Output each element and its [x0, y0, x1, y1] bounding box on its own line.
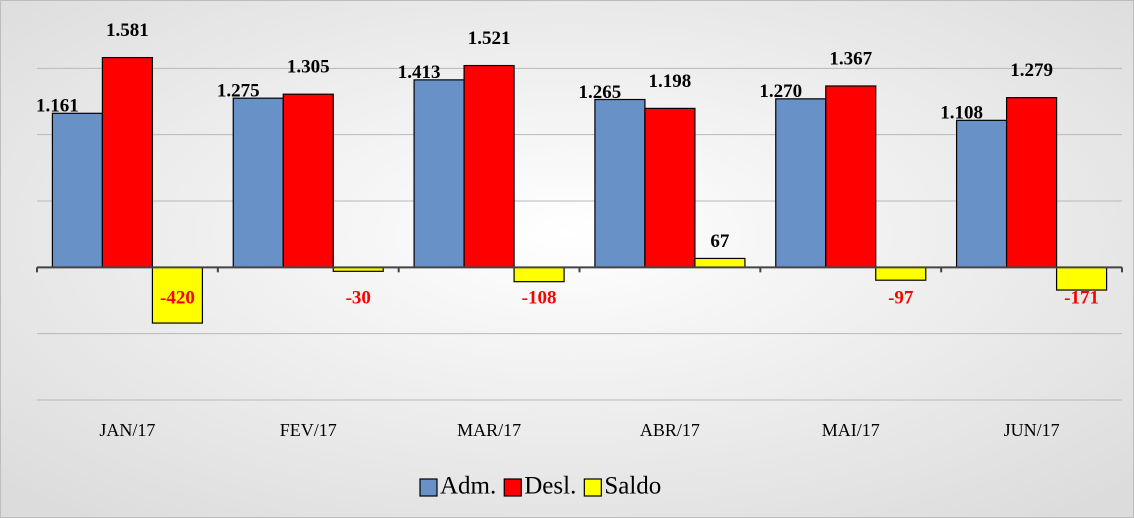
data-label: -108	[522, 288, 557, 309]
bar	[513, 266, 565, 283]
data-label: 1.521	[468, 28, 511, 49]
legend-swatch	[419, 478, 438, 497]
data-label: 1.367	[829, 48, 872, 69]
bar	[775, 98, 827, 268]
data-label: -420	[160, 288, 195, 309]
data-label: 1.108	[940, 103, 983, 124]
bar	[594, 98, 646, 268]
bar	[101, 56, 154, 268]
x-tick-label: ABR/17	[640, 420, 700, 440]
x-tick-label: MAI/17	[822, 420, 880, 440]
x-tick-label: JUN/17	[1004, 420, 1060, 440]
legend-swatch	[583, 478, 602, 497]
x-tick-label: MAR/17	[457, 420, 521, 440]
legend-swatch	[503, 478, 522, 497]
bar	[282, 93, 334, 268]
data-label: 67	[710, 231, 730, 252]
x-tick-label: JAN/17	[99, 420, 155, 440]
bar	[825, 85, 877, 268]
bar	[1005, 97, 1058, 268]
bar	[51, 112, 104, 268]
bar	[232, 97, 284, 268]
bar	[955, 119, 1008, 268]
legend-label: Adm.	[440, 473, 496, 500]
bar	[413, 79, 465, 268]
data-label: -171	[1064, 288, 1099, 309]
data-label: 1.198	[649, 71, 692, 92]
data-label: -30	[346, 288, 371, 309]
bar	[875, 266, 927, 281]
data-label: 1.581	[106, 20, 149, 41]
data-label: 1.265	[579, 82, 622, 103]
data-label: 1.275	[217, 81, 260, 102]
bar	[151, 266, 204, 324]
bar	[644, 107, 696, 268]
data-label: -97	[888, 288, 914, 309]
data-label: 1.161	[36, 96, 79, 117]
data-label: 1.305	[287, 57, 330, 78]
legend-label: Saldo	[604, 473, 661, 500]
data-label: 1.270	[759, 81, 802, 102]
bar	[694, 257, 746, 268]
data-label: 1.413	[398, 62, 441, 83]
bar	[463, 64, 515, 268]
bar	[1055, 266, 1108, 291]
data-label: 1.279	[1010, 60, 1053, 81]
x-tick-label: FEV/17	[280, 420, 337, 440]
legend-label: Desl.	[524, 473, 576, 500]
